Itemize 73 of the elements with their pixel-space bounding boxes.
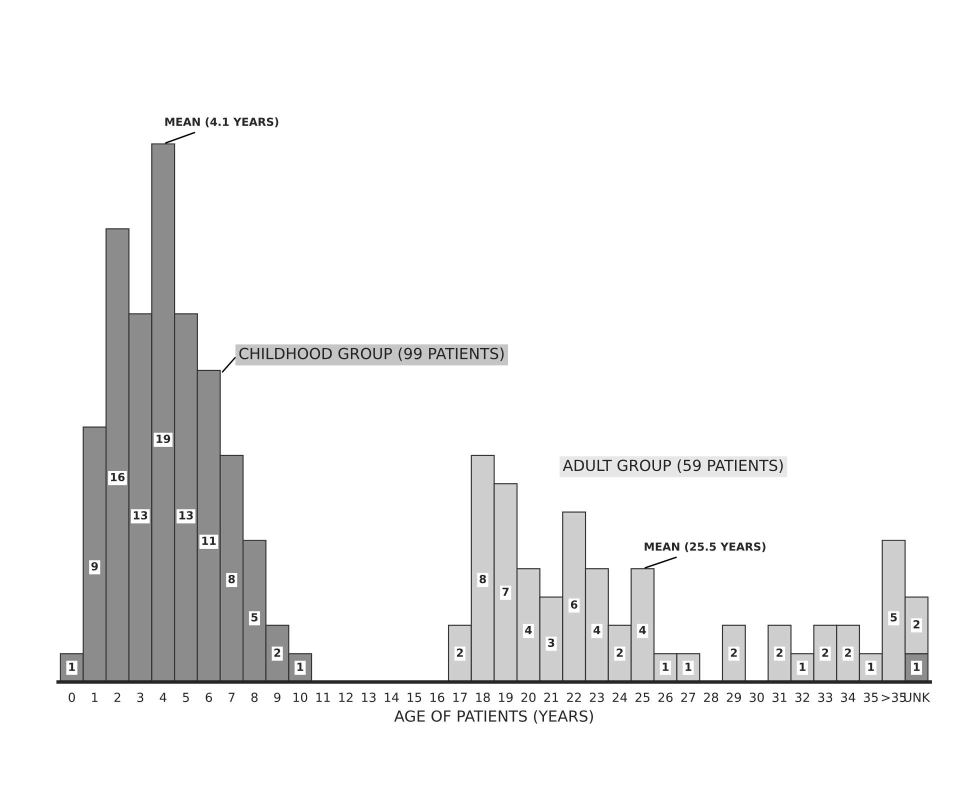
data-label: 2 — [730, 648, 737, 657]
x-tick-label: 22 — [567, 692, 581, 702]
x-tick-label: 17 — [453, 692, 467, 702]
x-tick-label: 35 — [864, 692, 878, 702]
x-tick-label: 30 — [750, 692, 764, 702]
x-tick-label: 29 — [726, 692, 741, 702]
data-label: 11 — [202, 536, 216, 545]
data-label: 5 — [890, 613, 897, 622]
x-tick-label: 12 — [339, 692, 352, 702]
x-tick-label: 18 — [476, 692, 490, 702]
annotation: MEAN (25.5 YEARS) — [644, 542, 766, 552]
data-label: 2 — [845, 648, 851, 657]
x-tick-label: 0 — [68, 692, 75, 702]
x-tick-label: 21 — [544, 692, 558, 702]
x-tick-label: 3 — [137, 692, 144, 702]
data-label: 13 — [180, 511, 193, 520]
x-tick-label: 10 — [294, 692, 308, 702]
data-label: 1 — [69, 662, 75, 671]
x-tick-label: 32 — [795, 692, 810, 702]
data-label: 2 — [456, 648, 463, 657]
x-tick-label: 5 — [182, 692, 189, 702]
x-tick-label: 7 — [228, 692, 235, 702]
x-tick-label: 11 — [316, 692, 330, 702]
x-tick-label: 15 — [408, 692, 422, 702]
x-tick-label: 4 — [160, 692, 166, 702]
data-label: 1 — [914, 662, 920, 671]
series-label: CHILDHOOD GROUP (99 PATIENTS) — [239, 347, 504, 362]
x-tick-label: 13 — [362, 692, 376, 702]
data-label: 13 — [134, 511, 148, 520]
data-label: 4 — [639, 626, 646, 634]
x-tick-label: 31 — [772, 692, 786, 702]
data-label: 5 — [251, 613, 258, 622]
x-tick-label: 27 — [681, 692, 696, 702]
data-label: 3 — [548, 638, 554, 647]
data-label: 1 — [686, 662, 692, 671]
data-label: 8 — [480, 574, 486, 584]
data-label: 2 — [776, 648, 782, 657]
x-tick-label: 2 — [114, 692, 120, 702]
x-tick-label: 14 — [384, 692, 399, 702]
data-label: 19 — [156, 434, 170, 444]
x-tick-label: 24 — [612, 692, 628, 702]
data-label: 1 — [800, 662, 806, 671]
data-label: 6 — [570, 600, 578, 609]
data-label: 4 — [594, 626, 600, 634]
data-label: 2 — [616, 648, 623, 657]
data-label: 1 — [298, 662, 304, 671]
x-tick-label: 9 — [274, 692, 280, 702]
text: ADULT GROUP (59 PATIENTS) — [562, 459, 783, 473]
data-label: 1 — [868, 662, 874, 671]
x-tick-label: 16 — [430, 692, 444, 702]
x-tick-label: 33 — [818, 692, 832, 702]
data-label: 1 — [662, 662, 669, 671]
x-tick-label: 25 — [636, 692, 650, 702]
x-tick-label: 28 — [704, 692, 718, 702]
data-label: 16 — [111, 472, 125, 482]
annotation: MEAN (4.1 YEARS) — [165, 117, 278, 128]
data-label: 9 — [91, 562, 98, 570]
x-tick-label: 1 — [92, 692, 98, 702]
data-label: 4 — [525, 626, 532, 634]
x-tick-label: 20 — [521, 692, 536, 702]
x-tick-label: 23 — [590, 692, 604, 702]
x-tick-label: 19 — [499, 692, 513, 702]
x-tick-label: 26 — [658, 692, 673, 702]
x-tick-label: 8 — [251, 692, 258, 702]
data-label: 2 — [822, 648, 828, 657]
x-tick-label: UNK — [904, 692, 930, 702]
x-tick-label: 34 — [841, 692, 856, 702]
x-axis-title: AGE OF PATIENTS (YEARS) — [394, 710, 593, 724]
x-tick-label: 6 — [206, 692, 212, 702]
data-label: 8 — [228, 574, 235, 584]
data-label: 2 — [274, 648, 280, 657]
data-label: 2 — [914, 620, 920, 628]
data-label: 7 — [502, 588, 509, 596]
